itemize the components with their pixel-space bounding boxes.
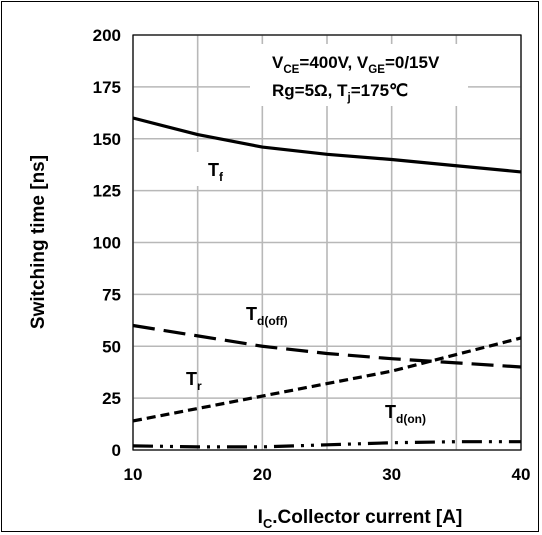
y-tick-label: 75	[102, 285, 121, 304]
x-tick-label: 40	[512, 465, 531, 484]
y-tick-label: 100	[93, 234, 121, 253]
label-background	[186, 152, 242, 186]
series-line-doff	[132, 323, 522, 369]
y-tick-label: 200	[93, 26, 121, 45]
conditions-line-1: VCE=400V, VGE=0/15V	[272, 53, 440, 76]
x-tick-label: 30	[382, 465, 401, 484]
conditions-background	[250, 44, 468, 106]
series-line-f	[132, 116, 522, 174]
series-labels: Tf Td(off) Tr Td(on)	[186, 152, 426, 426]
conditions-box: VCE=400V, VGE=0/15V Rg=5Ω, Tj=175℃	[250, 44, 468, 106]
y-tick-label: 25	[102, 389, 121, 408]
y-tick-label: 0	[112, 441, 121, 460]
conditions-line-2: Rg=5Ω, Tj=175℃	[272, 81, 408, 104]
x-tick-label: 20	[253, 465, 272, 484]
x-axis-label: IC.Collector current [A]	[258, 507, 463, 531]
series-line-r	[132, 336, 522, 423]
series-label: Tr	[186, 369, 202, 393]
series-label: Tf	[208, 160, 224, 184]
tick-labels: 0 25 50 75 100 125 150 175 200 10 20 30 40	[93, 26, 531, 484]
y-tick-label: 50	[102, 337, 121, 356]
series-line-don	[132, 440, 521, 449]
y-tick-label: 150	[93, 130, 121, 149]
y-tick-label: 125	[93, 182, 121, 201]
y-axis-label: Switching time [ns]	[28, 155, 49, 329]
y-tick-label: 175	[93, 78, 121, 97]
series-lines	[132, 116, 522, 449]
plot-area-border	[132, 34, 522, 451]
x-tick-label: 10	[124, 465, 143, 484]
series-label: Td(on)	[385, 402, 426, 426]
series-label: Td(off)	[246, 304, 288, 328]
